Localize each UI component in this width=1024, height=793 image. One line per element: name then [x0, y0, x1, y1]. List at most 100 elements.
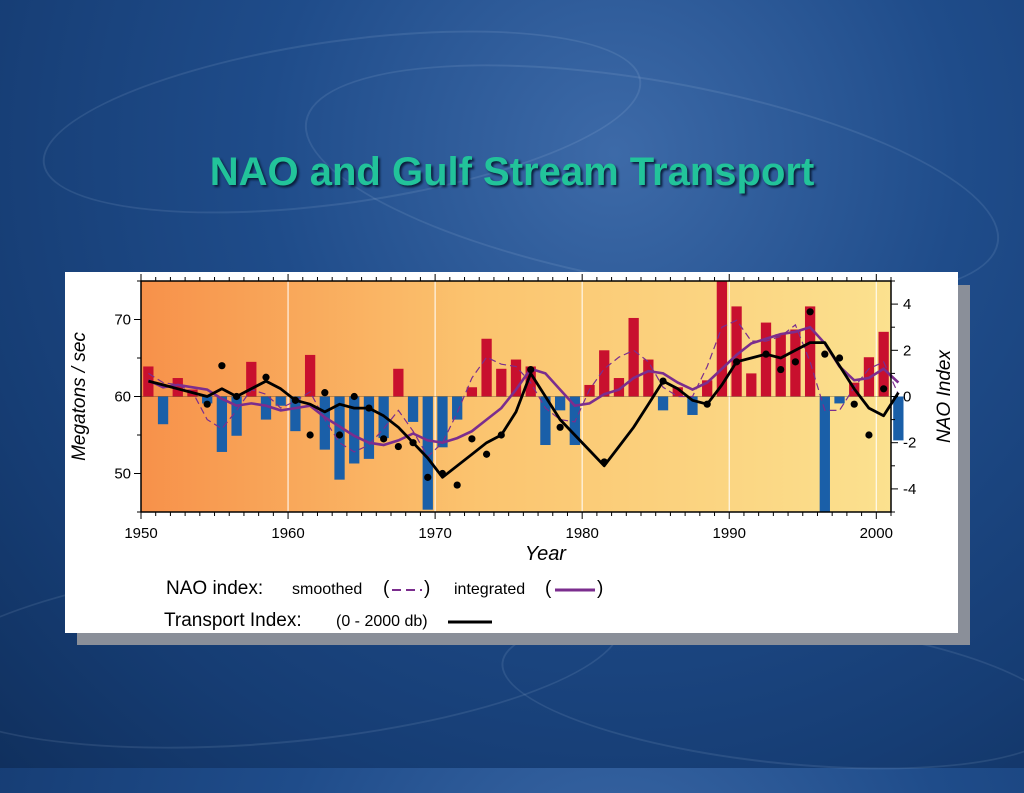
transport-point-1955 [218, 362, 226, 370]
nao-bar-1996 [819, 396, 830, 512]
transport-point-1990 [732, 358, 741, 366]
nao-bar-1991 [746, 373, 757, 397]
transport-point-1993 [777, 365, 785, 374]
transport-point-1967 [394, 442, 402, 451]
nao-bar-1961 [304, 354, 316, 397]
transport-point-1973 [482, 450, 491, 458]
nao-bar-1962 [319, 396, 330, 450]
nao-bar-1971 [452, 396, 463, 420]
nao-bar-1985 [657, 396, 669, 411]
transport-point-2000 [880, 385, 888, 393]
integrated-nao-line [147, 325, 900, 447]
nao-bar-1965 [363, 396, 375, 459]
nao-bar-1982 [613, 378, 625, 397]
nao-bar-1960 [290, 396, 301, 432]
transport-point-1966 [380, 435, 388, 443]
nao-bar-1983 [628, 317, 639, 397]
nao-bar-1958 [260, 396, 272, 420]
nao-bar-1997 [834, 396, 845, 404]
legend-integrated-close-paren: ) [597, 578, 604, 599]
nao-bar-1989 [716, 281, 728, 397]
legend-transport-swatch [448, 620, 492, 624]
transport-point-1974 [497, 431, 505, 439]
nao-bar-1988 [702, 380, 713, 397]
smoothed-nao-line [148, 319, 899, 458]
x-tick-label-1990: 1990 [713, 525, 746, 542]
nao-bar-1954 [202, 396, 213, 404]
nao-bar-2000 [878, 331, 889, 397]
transport-point-1968 [409, 439, 417, 447]
nao-bar-1964 [349, 396, 360, 464]
nao-bar-1975 [510, 359, 522, 397]
nao-bar-1969 [422, 396, 433, 510]
nao-bar-1972 [466, 387, 478, 397]
y2-tick-label--2: -2 [903, 435, 916, 452]
transport-point-1999 [865, 431, 873, 439]
transport-point-1976 [527, 365, 535, 374]
nao-bar-1986 [672, 387, 683, 397]
legend-smoothed-close-paren: ) [424, 578, 431, 599]
legend-integrated-swatch [555, 588, 595, 592]
nao-bar-1993 [775, 334, 786, 397]
transport-point-1960 [291, 396, 300, 404]
transport-point-1992 [762, 350, 770, 358]
chart-panel: 1950 1960 1970 1980 1990 2000 50 60 70 4 2 0 -2 -4 Yea… [65, 272, 958, 633]
chart-svg: 1950 1960 1970 1980 1990 2000 50 60 70 4 2 0 -2 -4 Yea… [69, 274, 955, 565]
transport-point-1962 [321, 389, 329, 397]
legend-transport-depth: (0 - 2000 db) [336, 613, 428, 630]
x-tick-label-1970: 1970 [418, 525, 451, 542]
y-axis-label: Megatons / sec [69, 332, 90, 461]
nao-bar-1976 [525, 366, 536, 397]
nao-bar-1981 [599, 350, 610, 397]
x-tick-label-1950: 1950 [124, 525, 157, 542]
legend-nao-label: NAO index: [166, 578, 264, 599]
legend-smoothed-open-paren: ( [383, 578, 390, 599]
transport-index-line [148, 341, 900, 479]
transport-point-1965 [365, 404, 373, 412]
x-tick-label-1960: 1960 [271, 525, 304, 542]
transport-point-1978 [556, 423, 564, 431]
nao-bar-1952 [172, 378, 183, 397]
transport-point-1996 [821, 350, 829, 358]
nao-bar-1984 [643, 359, 654, 397]
nao-bar-1968 [407, 396, 419, 422]
transport-point-1963 [335, 431, 344, 439]
nao-bar-1970 [437, 396, 448, 448]
y2-axis-label: NAO Index [934, 349, 955, 443]
nao-bar-1995 [804, 306, 816, 397]
x-axis-label: Year [525, 543, 567, 565]
nao-bar-1951 [157, 396, 169, 425]
transport-point-1997 [835, 354, 844, 362]
transport-point-1971 [453, 481, 461, 489]
legend-transport-label: Transport Index: [164, 610, 302, 631]
y2-tick-label-2: 2 [903, 342, 911, 359]
transport-point-1969 [424, 473, 432, 481]
nao-bar-2001 [893, 396, 904, 441]
y-tick-label-70: 70 [114, 312, 131, 329]
x-tick-label-1980: 1980 [565, 525, 598, 542]
y2-tick-label-4: 4 [903, 296, 911, 313]
y-tick-label-50: 50 [114, 466, 131, 483]
transport-point-1961 [306, 431, 314, 439]
nao-bar-1959 [275, 396, 286, 406]
transport-point-1995 [806, 308, 814, 316]
nao-bar-1957 [246, 361, 257, 397]
transport-point-1994 [791, 358, 800, 366]
nao-bar-1992 [760, 322, 772, 397]
transport-point-1988 [703, 400, 711, 408]
transport-point-1964 [350, 392, 358, 401]
legend-smoothed-swatch [392, 589, 422, 591]
nao-bar-1978 [554, 396, 566, 411]
transport-point-1970 [438, 469, 447, 478]
transport-point-1956 [232, 392, 241, 401]
y2-tick-label--4: -4 [903, 481, 916, 498]
y2-tick-label-0: 0 [903, 389, 911, 406]
nao-bar-1973 [481, 338, 492, 397]
slide-title: NAO and Gulf Stream Transport [209, 150, 815, 194]
nao-bar-1987 [687, 396, 698, 415]
transport-point-1972 [468, 435, 476, 443]
transport-point-1998 [850, 400, 858, 408]
x-tick-label-2000: 2000 [860, 525, 893, 542]
nao-bar-1956 [231, 396, 242, 436]
transport-point-1954 [203, 400, 211, 408]
